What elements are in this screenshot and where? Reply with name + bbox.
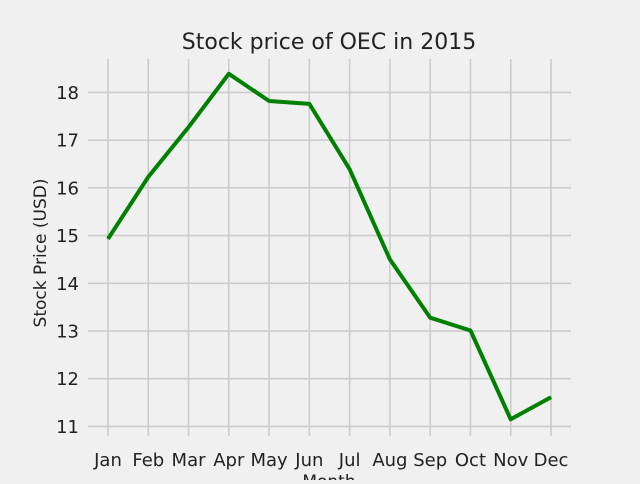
x-tick-label: Jun <box>294 450 323 471</box>
y-tick-label: 16 <box>56 178 79 199</box>
y-tick-labels: 11 12 13 14 15 16 17 18 <box>56 83 79 438</box>
chart-title: Stock price of OEC in 2015 <box>182 30 476 55</box>
data-point <box>107 238 109 240</box>
x-tick-label: Jan <box>93 450 122 471</box>
data-point <box>188 126 190 128</box>
x-axis-label: Month <box>302 472 355 480</box>
data-point <box>550 396 552 398</box>
y-tick-label: 17 <box>56 131 79 152</box>
y-tick-label: 11 <box>56 417 79 438</box>
x-tick-label: Nov <box>493 450 528 471</box>
x-tick-label: Apr <box>213 450 245 471</box>
x-tick-label: Sep <box>413 450 447 471</box>
y-tick-label: 15 <box>56 226 79 247</box>
data-point <box>268 100 270 102</box>
y-tick-label: 18 <box>56 83 79 104</box>
data-point <box>147 176 149 178</box>
data-series <box>106 71 552 422</box>
x-tick-label: Mar <box>172 450 207 471</box>
data-point <box>308 103 310 105</box>
x-tick-label: Oct <box>455 450 486 471</box>
y-tick-label: 13 <box>56 322 79 343</box>
y-tick-label: 14 <box>56 274 79 295</box>
x-tick-label: Feb <box>132 450 164 471</box>
data-point <box>349 168 351 170</box>
x-tick-label: Jul <box>338 450 361 471</box>
x-tick-label: Dec <box>534 450 569 471</box>
data-point <box>510 418 512 420</box>
y-axis-label: Stock Price (USD) <box>31 179 51 328</box>
data-point <box>469 330 471 332</box>
data-point <box>389 258 391 260</box>
series-line <box>106 71 552 422</box>
y-tick-label: 12 <box>56 369 79 390</box>
x-tick-label: May <box>250 450 288 471</box>
x-tick-label: Aug <box>372 450 407 471</box>
x-tick-labels: Jan Feb Mar Apr May Jun Jul Aug Sep Oct Nov Dec <box>93 450 568 471</box>
data-point <box>429 317 431 319</box>
data-point <box>228 73 230 75</box>
